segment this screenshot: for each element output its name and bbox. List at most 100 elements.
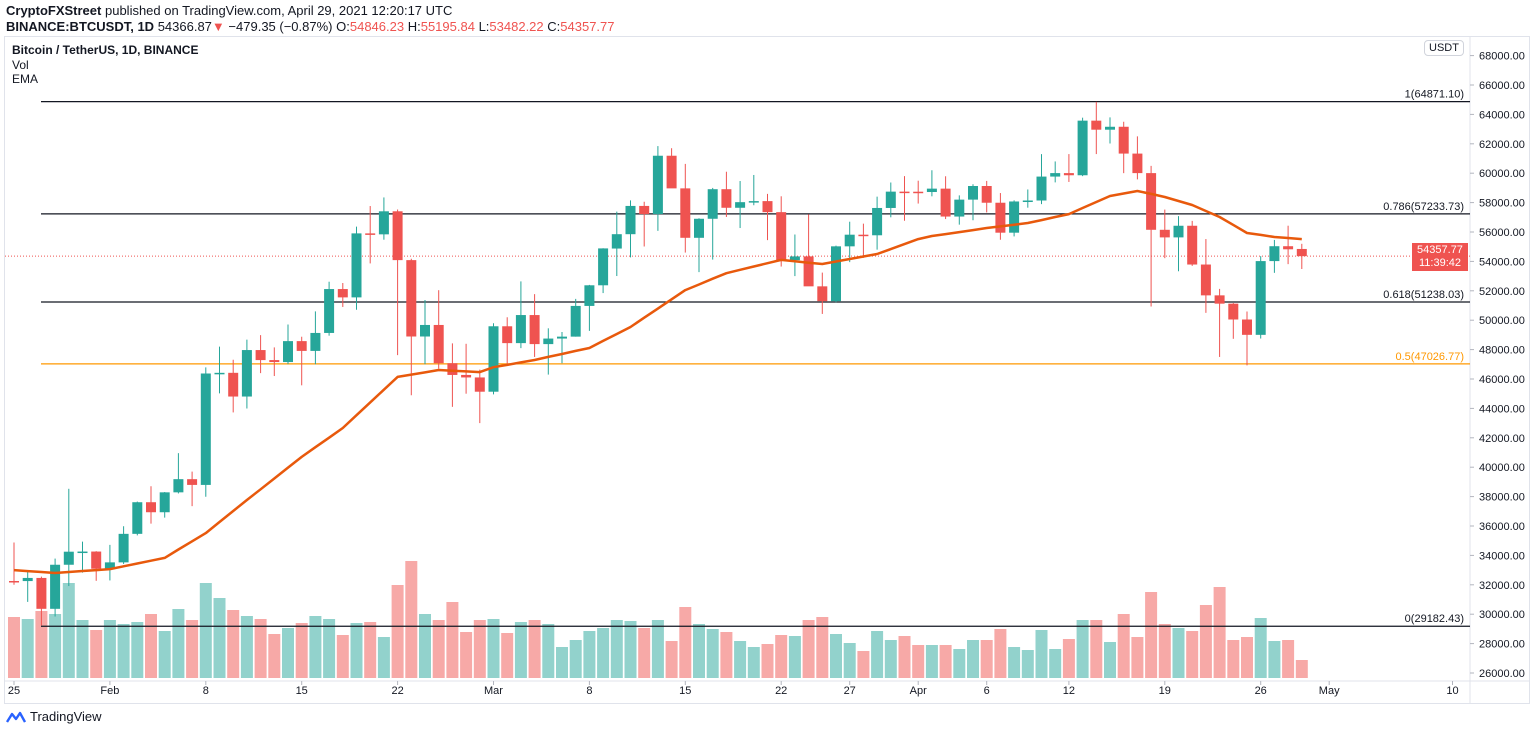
candle-body [748,201,759,203]
candle [817,272,828,314]
volume-bar [1021,650,1034,678]
candle-body [63,551,74,565]
volume-bar [542,624,555,678]
volume-bar [103,620,116,678]
candle [968,184,978,221]
candle-body [940,188,951,217]
time-tick-label: 12 [1063,685,1075,697]
volume-bar [35,611,48,678]
candle-body [1255,261,1266,335]
candle [255,335,266,374]
candle [420,300,430,365]
current-price-label: 54357.77 11:39:42 [1412,243,1468,271]
candle [598,248,609,294]
volume-bar [268,634,281,678]
candle [1255,256,1266,339]
candle [652,146,663,231]
candle-body [1159,229,1170,238]
candle-body [283,341,293,363]
volume-bar [830,634,842,678]
candle [748,174,759,206]
low-label: L: [478,19,490,34]
footer-brand: TradingView [30,709,102,724]
volume-bar [1158,624,1171,678]
candle [502,317,513,364]
candle [91,551,102,581]
chart-legend: Bitcoin / TetherUS, 1D, BINANCE Vol EMA [12,43,198,87]
volume-bar [638,628,651,678]
fib-level-label: 0.786(57233.73) [1383,201,1464,213]
candle-body [1187,225,1198,265]
volume-bar [1282,640,1295,678]
candle [1214,288,1225,357]
candle-body [735,202,746,208]
candle-body [392,211,403,261]
time-tick-label: Apr [910,685,927,697]
volume-bar [1076,620,1089,678]
candle-body [447,363,458,375]
volume-bar [514,622,527,678]
legend-ema[interactable]: EMA [12,72,39,86]
candle-body [351,233,362,298]
volume-bar [323,619,336,678]
candle [50,558,61,617]
candle-body [817,286,828,302]
candle [529,294,540,357]
volume-bar [1199,605,1212,678]
candle [365,206,376,264]
candle [1187,220,1198,266]
legend-volume[interactable]: Vol [12,57,29,72]
time-tick-label: 10 [1446,685,1458,697]
volume-bar [967,640,979,678]
close-label: C: [547,19,561,34]
candle-body [1146,173,1157,230]
candle-body [981,186,992,203]
publisher-name[interactable]: CryptoFXStreet [6,3,102,18]
symbol-info: BINANCE:BTCUSDT, 1D 54366.87▼ −479.35 (−… [6,19,615,34]
volume-bar [501,633,514,678]
volume-bar [446,602,459,678]
candle-body [789,256,800,261]
candle-body [9,580,19,583]
candle-body [557,336,567,339]
volume-bar [295,623,308,678]
volume-bar [912,645,925,678]
price-tick-label: 36000.00 [1479,521,1525,533]
candle [447,343,458,407]
currency-button[interactable]: USDT [1424,40,1464,56]
candle-body [721,189,732,208]
time-tick-label: Feb [100,685,119,697]
candle [940,176,951,220]
candle-body [1228,303,1239,320]
candle-body [324,289,335,333]
time-tick-label: May [1319,685,1340,697]
volume-bar [597,628,610,678]
candle [173,453,184,494]
candle-body [584,285,595,306]
candle-body [118,533,129,563]
volume-bar [419,614,431,678]
candle-body [296,341,307,351]
price-tick-label: 40000.00 [1479,462,1525,474]
candle [721,171,732,217]
candle [776,196,787,267]
legend-title: Bitcoin / TetherUS, 1D, BINANCE [12,43,199,57]
chart-frame [4,36,1530,704]
volume-bar [788,636,801,678]
volume-bar [761,644,774,678]
price-tick-label: 64000.00 [1479,109,1525,121]
candle [433,290,444,369]
ema-line [13,189,1302,575]
volume-bar [1268,641,1281,678]
candle-body [611,234,622,249]
candle [611,211,622,277]
candle [392,209,403,356]
open-label: O: [336,19,350,34]
volume-bar [49,614,62,678]
candle-body [625,205,636,235]
candle-body [776,212,787,261]
candle [1118,121,1129,174]
volume-bar [884,640,897,678]
tradingview-logo[interactable]: TradingView [6,709,102,724]
